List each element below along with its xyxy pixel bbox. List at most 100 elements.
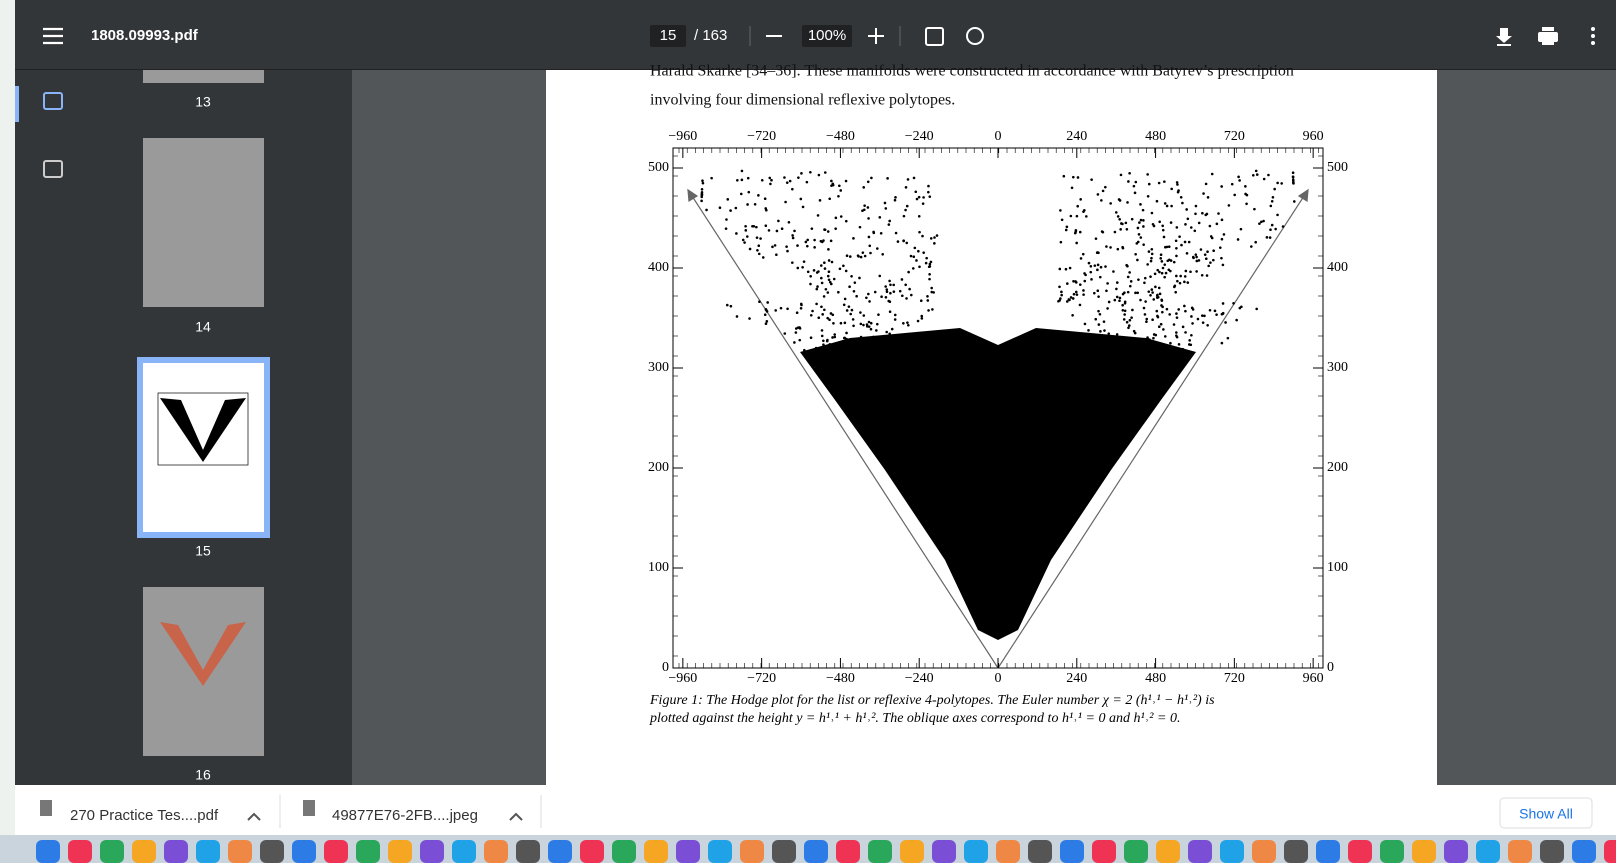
dock-icon[interactable] [1604,840,1616,863]
dock-icon[interactable] [548,840,572,863]
dock-icon[interactable] [612,840,636,863]
point [1106,307,1109,310]
dock-icon[interactable] [644,840,668,863]
point [1114,346,1117,349]
point [820,372,823,375]
point [1130,316,1133,319]
point [1160,253,1163,256]
point [1129,285,1132,288]
dock-icon[interactable] [1124,840,1148,863]
point [862,186,865,189]
dock-icon[interactable] [1380,840,1404,863]
point [1206,274,1209,277]
point [926,299,929,302]
dock-icon[interactable] [772,840,796,863]
dock-icon[interactable] [292,840,316,863]
point [1109,202,1112,205]
point [1112,341,1115,344]
point [1154,368,1157,371]
point [1223,233,1226,236]
dock-icon[interactable] [1284,840,1308,863]
dock-icon[interactable] [132,840,156,863]
dock-icon[interactable] [164,840,188,863]
page: 1808.09993.pdf15/ 163100%13141516Harald … [0,0,1616,863]
point [1125,339,1128,342]
download-item[interactable]: 49877E76-2FB....jpeg [332,807,478,824]
dock-icon[interactable] [1252,840,1276,863]
dock-icon[interactable] [580,840,604,863]
dock-icon[interactable] [1028,840,1052,863]
more-icon[interactable] [1591,27,1595,45]
point [897,240,900,243]
dock-icon[interactable] [1412,840,1436,863]
dock-icon[interactable] [228,840,252,863]
dock-icon[interactable] [1316,840,1340,863]
thumbnail[interactable] [143,138,264,307]
dock-icon[interactable] [1476,840,1500,863]
dock-icon[interactable] [68,840,92,863]
point [1197,318,1200,321]
point [813,246,816,249]
dock-icon[interactable] [804,840,828,863]
zoom-level[interactable]: 100% [808,27,846,44]
page-number[interactable]: 15 [660,27,677,44]
y-tick-label: 500 [648,160,669,175]
point [930,261,933,264]
point [887,341,890,344]
dock-icon[interactable] [1092,840,1116,863]
dock-icon[interactable] [1220,840,1244,863]
dock-icon[interactable] [1572,840,1596,863]
dock-icon[interactable] [420,840,444,863]
thumbnail[interactable] [143,70,264,83]
point [1138,233,1141,236]
dock-icon[interactable] [1156,840,1180,863]
point [817,316,820,319]
dock-icon[interactable] [324,840,348,863]
dock-icon[interactable] [836,840,860,863]
point [914,247,917,250]
point [1082,253,1085,256]
dock-icon[interactable] [452,840,476,863]
point [1205,257,1208,260]
dock-icon[interactable] [932,840,956,863]
dock-icon[interactable] [196,840,220,863]
point [904,283,907,286]
dock-icon[interactable] [1508,840,1532,863]
dock-icon[interactable] [964,840,988,863]
dock-icon[interactable] [676,840,700,863]
dock-icon[interactable] [1444,840,1468,863]
show-all[interactable]: Show All [1519,806,1573,822]
point [1094,318,1097,321]
point [861,338,864,341]
point [861,209,864,212]
dock-icon[interactable] [708,840,732,863]
point [1147,290,1150,293]
dock-icon[interactable] [1188,840,1212,863]
dock-icon[interactable] [388,840,412,863]
dock-icon[interactable] [868,840,892,863]
point [1189,270,1192,273]
dock-icon[interactable] [100,840,124,863]
file-icon [40,800,52,816]
dock-icon[interactable] [1540,840,1564,863]
point [884,202,887,205]
dock-icon[interactable] [260,840,284,863]
point [1176,316,1179,319]
dock-icon[interactable] [356,840,380,863]
point [770,179,773,182]
point [766,301,769,304]
point [1102,190,1105,193]
dock-icon[interactable] [740,840,764,863]
dock-icon[interactable] [516,840,540,863]
point [868,245,871,248]
point [1099,313,1102,316]
dock-icon[interactable] [1348,840,1372,863]
dock-icon[interactable] [484,840,508,863]
point [936,234,939,237]
download-item[interactable]: 270 Practice Tes....pdf [70,807,219,824]
dock-icon[interactable] [900,840,924,863]
point [1160,354,1163,357]
dock-icon[interactable] [36,840,60,863]
dock-icon[interactable] [996,840,1020,863]
dock-icon[interactable] [1060,840,1084,863]
